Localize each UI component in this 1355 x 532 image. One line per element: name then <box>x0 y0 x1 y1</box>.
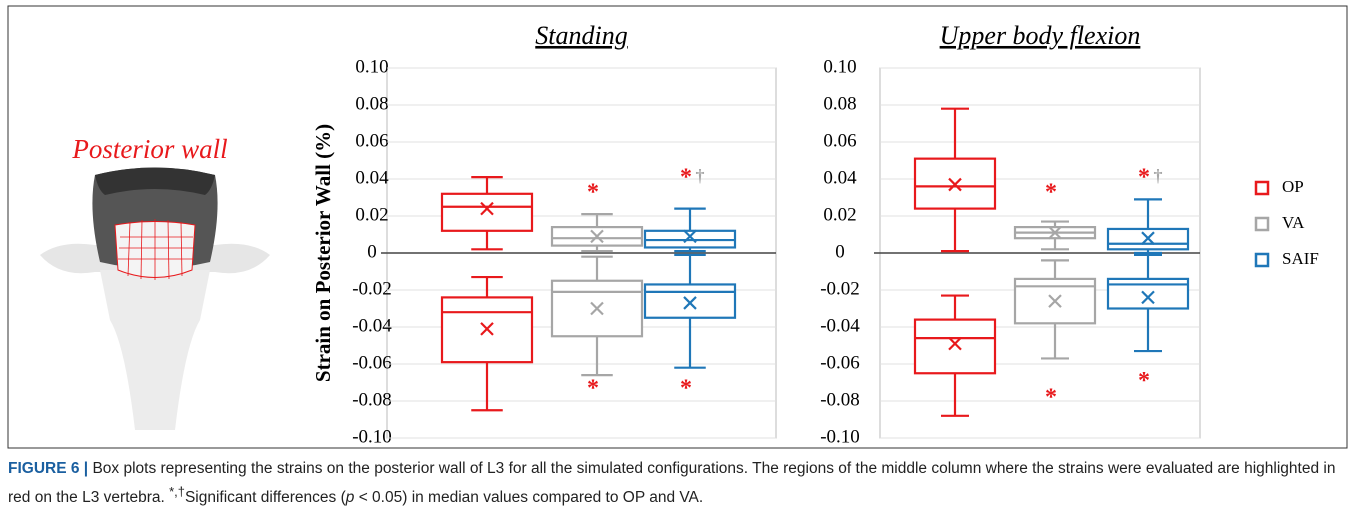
vertebra-image <box>40 167 270 430</box>
y-tick-label: 0.04 <box>823 167 857 188</box>
mean-marker <box>683 296 697 310</box>
y-tick-label: 0.02 <box>355 204 388 225</box>
caption-label: FIGURE 6 | <box>8 460 89 477</box>
caption-text: Significant differences ( <box>184 489 346 507</box>
y-tick-label: -0.06 <box>820 352 860 373</box>
y-tick-label: 0.06 <box>355 130 388 151</box>
significance-mark: * <box>587 179 599 205</box>
legend-label: SAIF <box>1282 249 1319 268</box>
caption-p: p <box>345 489 355 507</box>
y-tick-label: -0.08 <box>820 389 860 410</box>
y-tick-label: 0.04 <box>355 167 389 188</box>
significance-mark: * <box>680 375 692 401</box>
frame <box>7 5 1348 449</box>
image-label: Posterior wall <box>71 134 227 164</box>
y-tick-label: 0 <box>835 241 845 262</box>
mean-marker <box>948 177 962 192</box>
y-tick-label: 0.10 <box>823 56 856 77</box>
legend-label: OP <box>1282 177 1304 196</box>
legend-swatch <box>1254 252 1270 268</box>
y-tick-label: -0.02 <box>820 278 860 299</box>
mean-marker <box>683 229 697 244</box>
y-tick-label: -0.04 <box>352 315 392 336</box>
y-tick-label: -0.02 <box>352 278 392 299</box>
significance-mark: † <box>696 165 705 185</box>
mean-marker <box>1141 231 1155 245</box>
mean-marker <box>948 336 962 351</box>
caption-text: < 0.05) in median values compared to OP … <box>354 489 704 507</box>
significance-mark: * <box>587 375 599 401</box>
legend-label: VA <box>1282 213 1305 232</box>
y-tick-label: -0.06 <box>352 352 392 373</box>
box <box>643 283 737 319</box>
significance-mark: * <box>1138 165 1150 191</box>
legend-swatch <box>1254 216 1270 232</box>
y-tick-label: 0 <box>367 241 377 262</box>
chart-title: Standing <box>535 21 627 50</box>
y-tick-label: -0.04 <box>820 315 860 336</box>
chart-title: Upper body flexion <box>940 21 1141 50</box>
mean-marker <box>1048 294 1062 308</box>
legend-swatch <box>1254 180 1270 196</box>
box <box>440 192 534 232</box>
y-tick-label: -0.10 <box>820 426 860 447</box>
caption-sup: *,† <box>169 484 185 499</box>
y-tick-label: 0.02 <box>823 204 856 225</box>
box <box>913 318 997 375</box>
y-axis-label: Strain on Posterior Wall (%) <box>311 124 335 382</box>
figure: Posterior wall Standing Strain on Posteri… <box>7 5 1348 449</box>
significance-mark: † <box>1154 165 1163 185</box>
mean-marker <box>480 322 494 336</box>
y-tick-label: 0.08 <box>355 93 388 114</box>
mean-marker <box>1141 290 1155 305</box>
significance-mark: * <box>1138 368 1150 394</box>
caption: FIGURE 6 | Box plots representing the st… <box>8 457 1348 509</box>
box <box>1106 277 1190 310</box>
caption-text: Box plots representing the strains on th… <box>8 460 1336 507</box>
significance-mark: * <box>1045 385 1057 411</box>
mean-marker <box>480 201 494 216</box>
y-tick-label: -0.10 <box>352 426 392 447</box>
significance-mark: * <box>1045 179 1057 205</box>
y-tick-label: 0.06 <box>823 130 856 151</box>
y-tick-label: 0.10 <box>355 56 388 77</box>
y-tick-label: -0.08 <box>352 389 392 410</box>
mean-marker <box>590 301 604 316</box>
y-tick-label: 0.08 <box>823 93 856 114</box>
significance-mark: * <box>680 165 692 191</box>
mean-marker <box>590 229 604 244</box>
mean-marker <box>1048 225 1062 240</box>
